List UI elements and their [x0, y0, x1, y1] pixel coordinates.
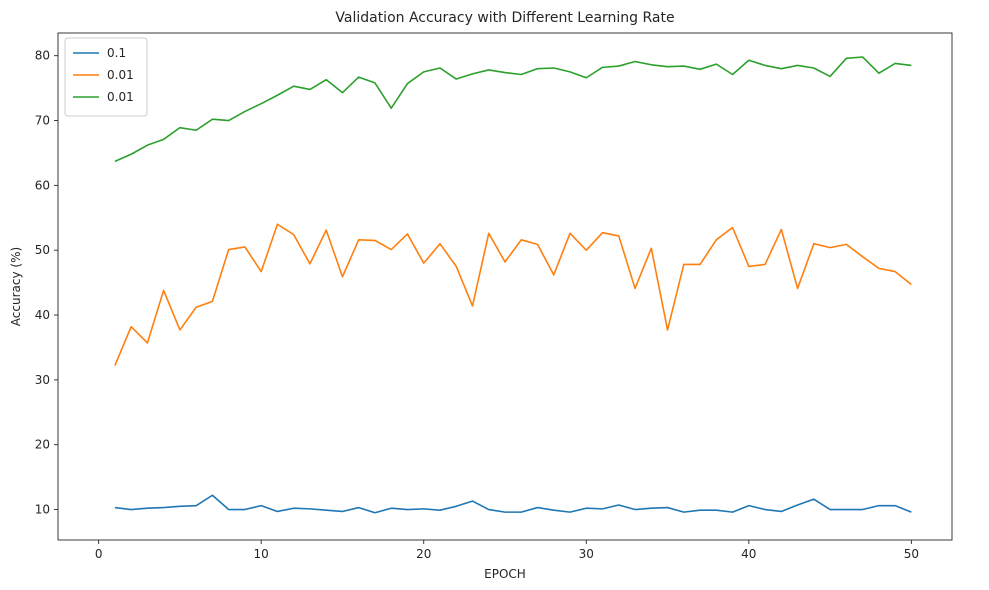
plot-area	[57, 32, 953, 541]
legend-label: 0.01	[107, 68, 134, 82]
plot-frame	[57, 32, 953, 541]
series-line-1	[114, 494, 912, 514]
series-lines	[114, 56, 912, 514]
y-tick-label: 50	[35, 243, 50, 257]
y-tick-label: 10	[35, 503, 50, 517]
x-tick-label: 50	[904, 547, 919, 561]
y-tick-label: 60	[35, 178, 50, 192]
legend-box	[64, 37, 148, 117]
y-tick-label: 30	[35, 373, 50, 387]
y-tick-label: 70	[35, 114, 50, 128]
y-tick-label: 40	[35, 308, 50, 322]
legend-label: 0.1	[107, 46, 126, 60]
x-tick-label: 10	[254, 547, 269, 561]
x-tick-label: 0	[95, 547, 103, 561]
legend: 0.1 0.01 0.01	[64, 37, 148, 117]
series-line-3	[114, 56, 912, 163]
x-axis: 0 10 20 30 40 50	[95, 540, 919, 561]
y-tick-label: 20	[35, 438, 50, 452]
y-axis-label: Accuracy (%)	[9, 247, 23, 326]
x-axis-label: EPOCH	[484, 567, 526, 581]
legend-label: 0.01	[107, 90, 134, 104]
y-axis: 10 20 30 40 50 60 70 80	[35, 49, 58, 517]
x-tick-label: 30	[579, 547, 594, 561]
series-line-2	[114, 223, 912, 366]
x-tick-label: 20	[416, 547, 431, 561]
chart-title: Validation Accuracy with Different Learn…	[335, 10, 674, 26]
x-tick-label: 40	[741, 547, 756, 561]
y-tick-label: 80	[35, 49, 50, 63]
